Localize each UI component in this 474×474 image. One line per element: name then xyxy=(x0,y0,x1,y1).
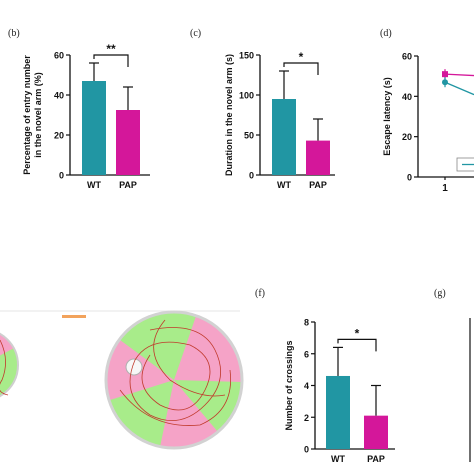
y-tick-label: 0 xyxy=(407,173,412,183)
series-line-0 xyxy=(444,73,474,77)
platform-marker xyxy=(125,358,143,376)
y-tick-label: 0 xyxy=(249,171,254,181)
y-tick-label: 40 xyxy=(54,91,64,101)
panel-f: (f) 0 2 4 6 8 Number of crossings WT PAP * xyxy=(255,288,395,464)
bar-pap xyxy=(306,140,330,175)
x-tick-label: PAP xyxy=(309,180,327,190)
x-tick-label: WT xyxy=(331,454,345,464)
panel-label-c: (c) xyxy=(190,28,201,39)
significance-bracket xyxy=(337,338,377,352)
y-axis-label: Percentage of entry number xyxy=(22,55,32,175)
bar-wt xyxy=(272,99,296,175)
bar-wt xyxy=(326,375,350,449)
panel-c: (c) 0 50 100 150 Duration in the novel arm (… xyxy=(190,28,335,190)
y-tick-label: 0 xyxy=(304,445,309,455)
panel-d: (d) 0 20 40 60 Escape latency (s) 1 xyxy=(380,28,474,194)
bar-pap xyxy=(116,110,140,175)
y-tick-label: 60 xyxy=(402,52,412,62)
series-line-1 xyxy=(444,81,474,96)
maze-probe-images xyxy=(0,310,244,474)
significance-bracket xyxy=(93,54,129,67)
y-tick-label: 60 xyxy=(54,51,64,61)
maze-annotation-mark xyxy=(62,315,86,318)
panel-label-b: (b) xyxy=(8,28,20,39)
y-tick-label: 20 xyxy=(54,131,64,141)
x-tick-label: WT xyxy=(277,180,291,190)
maze-right xyxy=(104,310,244,450)
y-tick-label: 2 xyxy=(304,413,309,423)
y-axis-label: Escape latency (s) xyxy=(382,77,392,156)
bar-pap xyxy=(364,415,388,449)
significance-label: ** xyxy=(106,42,116,56)
panel-label-d: (d) xyxy=(380,28,392,39)
maze-left xyxy=(0,332,19,398)
x-tick-label: 1 xyxy=(442,183,448,194)
y-axis-label: Duration in the novel arm (s) xyxy=(224,54,234,176)
x-tick-label: PAP xyxy=(367,454,385,464)
significance-label: * xyxy=(299,50,304,64)
swim-path xyxy=(119,319,232,426)
significance-label: * xyxy=(355,326,360,340)
series-point-1 xyxy=(442,79,448,86)
y-tick-label: 20 xyxy=(402,132,412,142)
panel-label-g: (g) xyxy=(434,288,446,299)
y-tick-label: 8 xyxy=(304,318,309,328)
y-tick-label: 150 xyxy=(239,51,254,61)
y-tick-label: 0 xyxy=(59,171,64,181)
y-tick-label: 50 xyxy=(244,131,254,141)
y-tick-label: 100 xyxy=(239,91,254,101)
panel-label-f: (f) xyxy=(255,288,265,299)
x-tick-label: PAP xyxy=(119,180,137,190)
series-point-0 xyxy=(442,71,448,78)
x-tick-label: WT xyxy=(87,180,101,190)
y-axis-label: in the novel arm (%) xyxy=(33,72,43,158)
significance-bracket xyxy=(283,62,319,75)
y-axis-label: Number of crossings xyxy=(284,340,294,430)
y-tick-label: 6 xyxy=(304,349,309,359)
panel-g: (g) xyxy=(434,288,471,462)
panel-b: (b) 0 20 40 60 Percentage of entry number in … xyxy=(8,28,150,190)
y-tick-label: 40 xyxy=(402,92,412,102)
bar-wt xyxy=(82,81,106,175)
y-tick-label: 4 xyxy=(304,381,309,391)
